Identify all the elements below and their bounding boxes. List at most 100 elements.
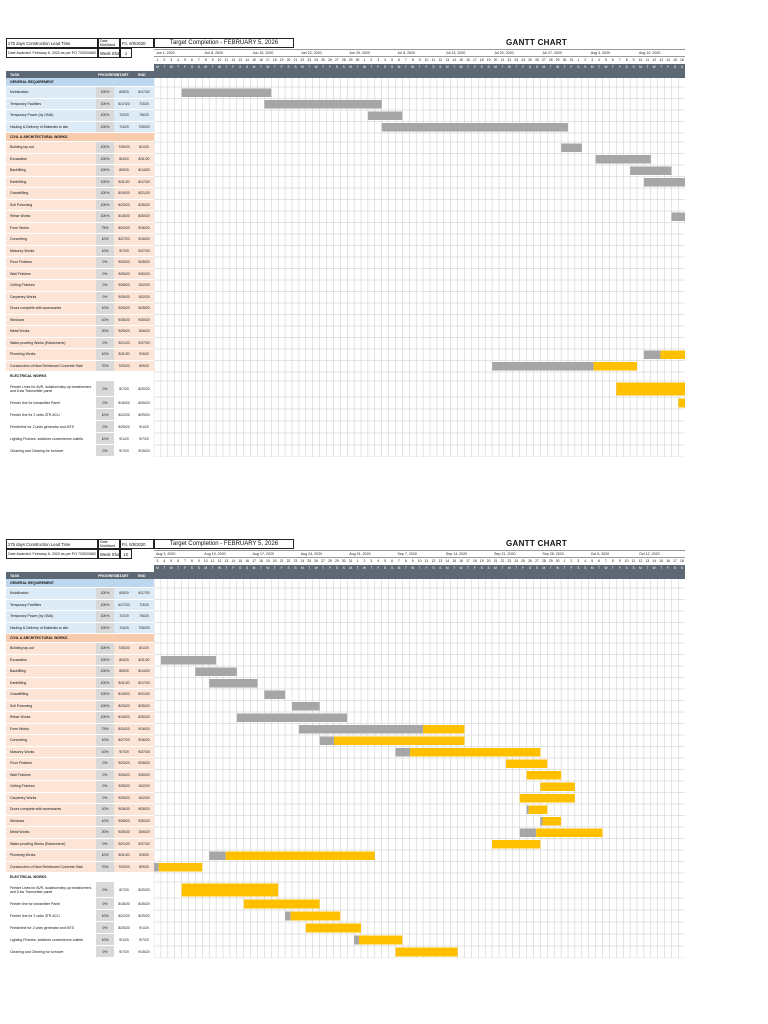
task-row[interactable]: Cleaning and Clearing for turnover 0% 9/7/… bbox=[6, 445, 756, 457]
task-end: 9/16/20 bbox=[134, 735, 154, 747]
task-row[interactable]: Lighting Fixtures, switches convenience … bbox=[6, 433, 756, 445]
task-row[interactable]: Doors complete with accessories 10% 9/26/2… bbox=[6, 804, 756, 816]
task-row[interactable]: Temporary Power (by GMA) 100% 7/2/20 7/6/20 bbox=[6, 110, 756, 122]
task-row[interactable]: Construction of New Reinforced Concrete … bbox=[6, 861, 756, 873]
task-row[interactable]: Building lay-out 100% 7/30/20 8/1/20 bbox=[6, 142, 756, 154]
day-number: 9 bbox=[411, 559, 414, 563]
task-start: 8/15/20 bbox=[114, 211, 134, 223]
task-row[interactable]: Metal Works 20% 9/25/20 10/6/20 bbox=[6, 326, 756, 338]
task-row[interactable]: Metal Works 20% 9/25/20 10/6/20 bbox=[6, 827, 756, 839]
day-number: 17 bbox=[466, 559, 470, 563]
task-row[interactable]: Soil Poisoning 100% 8/23/20 8/26/20 bbox=[6, 199, 756, 211]
task-row[interactable]: Floor Finishes 0% 9/23/20 9/28/20 bbox=[6, 758, 756, 770]
task-row[interactable]: Earthfilling 100% 8/11/20 8/17/20 bbox=[6, 677, 756, 689]
category-row[interactable]: GENERAL REQUIREMENT bbox=[6, 579, 756, 588]
task-row[interactable]: Form Works 75% 8/24/20 9/16/20 bbox=[6, 723, 756, 735]
day-number: 12 bbox=[431, 559, 436, 563]
task-row[interactable]: Construction of New Reinforced Concrete … bbox=[6, 360, 756, 372]
task-row[interactable]: Gravelfilling 100% 8/19/20 8/21/20 bbox=[6, 188, 756, 200]
week-shown-input[interactable]: 1 bbox=[120, 48, 132, 58]
task-row[interactable]: Excavation 100% 8/4/20 8/11/20 bbox=[6, 654, 756, 666]
day-letter: F bbox=[328, 65, 331, 69]
day-letter: M bbox=[156, 566, 159, 570]
task-row[interactable]: Carpentry Works 0% 9/25/20 10/2/20 bbox=[6, 792, 756, 804]
day-number: 15 bbox=[252, 58, 256, 62]
day-number: 9 bbox=[197, 559, 200, 563]
task-row[interactable]: Feeder line for 2 units 3TR ACU 10% 8/22/2… bbox=[6, 409, 756, 421]
task-row[interactable]: Concreting 10% 8/27/20 9/16/20 bbox=[6, 735, 756, 747]
bar-remaining bbox=[542, 817, 562, 826]
category-row[interactable]: CIVIL & ARCHITECTURAL WORKS bbox=[6, 634, 756, 643]
task-row[interactable]: Hauling & Delivery of Materials to site 1… bbox=[6, 622, 756, 634]
category-name: GENERAL REQUIREMENT bbox=[6, 78, 154, 87]
task-progress: 0% bbox=[96, 769, 114, 781]
day-number: 29 bbox=[548, 559, 553, 563]
task-row[interactable]: Masonry Works 10% 9/7/20 9/27/20 bbox=[6, 746, 756, 758]
task-row[interactable]: Mobilization 100% 6/5/20 6/17/20 bbox=[6, 87, 756, 99]
task-row[interactable]: Windows 10% 9/28/20 9/30/20 bbox=[6, 815, 756, 827]
task-row[interactable]: Wall Finishes 0% 9/26/20 9/30/20 bbox=[6, 769, 756, 781]
task-row[interactable]: Form Works 75% 8/24/20 9/16/20 bbox=[6, 222, 756, 234]
task-row[interactable]: Mobilization 100% 6/5/20 6/17/20 bbox=[6, 588, 756, 600]
task-row[interactable]: Ceiling Finishes 0% 9/28/20 10/2/20 bbox=[6, 781, 756, 793]
day-letter: M bbox=[252, 65, 256, 69]
day-letter: S bbox=[535, 65, 539, 69]
task-name: Lighting Fixtures, switches convenience … bbox=[6, 433, 96, 445]
task-row[interactable]: Building lay-out 100% 7/30/20 8/1/20 bbox=[6, 643, 756, 655]
task-row[interactable]: Masonry Works 10% 9/7/20 9/27/20 bbox=[6, 245, 756, 257]
task-progress: 100% bbox=[96, 98, 114, 110]
week-shown-input[interactable]: 10 bbox=[120, 549, 132, 559]
task-row[interactable]: Gravelfilling 100% 8/19/20 8/21/20 bbox=[6, 689, 756, 701]
task-row[interactable]: Soil Poisoning 100% 8/23/20 8/26/20 bbox=[6, 700, 756, 712]
week-label: Jun 22, 2020 bbox=[300, 51, 322, 55]
task-row[interactable]: Floor Finishes 0% 9/23/20 9/28/20 bbox=[6, 257, 756, 269]
task-row[interactable]: Concreting 10% 8/27/20 9/16/20 bbox=[6, 234, 756, 246]
task-row[interactable]: Cleaning and Clearing for turnover 0% 9/7/… bbox=[6, 946, 756, 958]
task-row[interactable]: Temporary Facilities 100% 6/17/20 7/3/20 bbox=[6, 599, 756, 611]
category-row[interactable]: ELECTRICAL WORKS bbox=[6, 372, 756, 381]
task-progress: 10% bbox=[96, 934, 114, 946]
category-row[interactable]: GENERAL REQUIREMENT bbox=[6, 78, 756, 87]
task-row[interactable]: Rebar Works 100% 8/15/20 8/30/20 bbox=[6, 211, 756, 223]
day-letter: S bbox=[673, 566, 677, 570]
task-row[interactable]: Plumbing Works 10% 8/11/20 9/3/20 bbox=[6, 349, 756, 361]
task-row[interactable]: Feeder line for transmitter Panel 0% 8/16/… bbox=[6, 397, 756, 409]
task-row[interactable]: Carpentry Works 0% 9/25/20 10/2/20 bbox=[6, 291, 756, 303]
task-name: Carpentry Works bbox=[6, 291, 96, 303]
task-row[interactable]: Earthfilling 100% 8/11/20 8/17/20 bbox=[6, 176, 756, 188]
task-row[interactable]: Feederline for 2 units generator and MTS… bbox=[6, 922, 756, 934]
task-row[interactable]: Plumbing Works 10% 8/11/20 9/3/20 bbox=[6, 850, 756, 862]
task-start: 8/16/20 bbox=[114, 898, 134, 910]
day-number: 2 bbox=[363, 559, 366, 563]
bar-remaining bbox=[492, 840, 541, 849]
bar-completed bbox=[395, 748, 410, 757]
category-row[interactable]: ELECTRICAL WORKS bbox=[6, 873, 756, 882]
day-number: 30 bbox=[341, 559, 346, 563]
task-row[interactable]: Feeder Lines for AVR, isolation/step-up … bbox=[6, 882, 756, 898]
task-row[interactable]: Lighting Fixtures, switches convenience … bbox=[6, 934, 756, 946]
task-row[interactable]: Backfilling 100% 8/9/20 8/14/20 bbox=[6, 165, 756, 177]
category-row[interactable]: CIVIL & ARCHITECTURAL WORKS bbox=[6, 133, 756, 142]
day-number: 23 bbox=[507, 559, 512, 563]
task-row[interactable]: Water-proofing Works (Elastomeric) 0% 9/21… bbox=[6, 337, 756, 349]
task-row[interactable]: Temporary Power (by GMA) 100% 7/2/20 7/6/20 bbox=[6, 611, 756, 623]
task-row[interactable]: Backfilling 100% 8/9/20 8/14/20 bbox=[6, 666, 756, 678]
task-row[interactable]: Water-proofing Works (Elastomeric) 0% 9/21… bbox=[6, 838, 756, 850]
task-row[interactable]: Ceiling Finishes 0% 9/28/20 10/2/20 bbox=[6, 280, 756, 292]
task-row[interactable]: Feederline for 2 units generator and MTS… bbox=[6, 421, 756, 433]
task-start: 8/9/20 bbox=[114, 666, 134, 678]
task-row[interactable]: Feeder line for 2 units 3TR ACU 10% 8/22/2… bbox=[6, 910, 756, 922]
task-row[interactable]: Doors complete with accessories 10% 9/26/2… bbox=[6, 303, 756, 315]
task-row[interactable]: Wall Finishes 0% 9/26/20 9/30/20 bbox=[6, 268, 756, 280]
day-letter: S bbox=[294, 65, 297, 69]
task-row[interactable]: Hauling & Delivery of Materials to site 1… bbox=[6, 121, 756, 133]
day-number: 9 bbox=[211, 58, 214, 62]
task-row[interactable]: Feeder line for transmitter Panel 0% 8/16/… bbox=[6, 898, 756, 910]
day-number: 14 bbox=[452, 58, 456, 62]
task-row[interactable]: Windows 10% 9/28/20 9/30/20 bbox=[6, 314, 756, 326]
task-row[interactable]: Excavation 100% 8/4/20 8/11/20 bbox=[6, 153, 756, 165]
task-row[interactable]: Feeder Lines for AVR, isolation/step-up … bbox=[6, 381, 756, 397]
task-row[interactable]: Temporary Facilities 100% 6/17/20 7/3/20 bbox=[6, 98, 756, 110]
task-row[interactable]: Rebar Works 100% 8/15/20 8/30/20 bbox=[6, 712, 756, 724]
task-start: 8/7/20 bbox=[114, 381, 134, 397]
